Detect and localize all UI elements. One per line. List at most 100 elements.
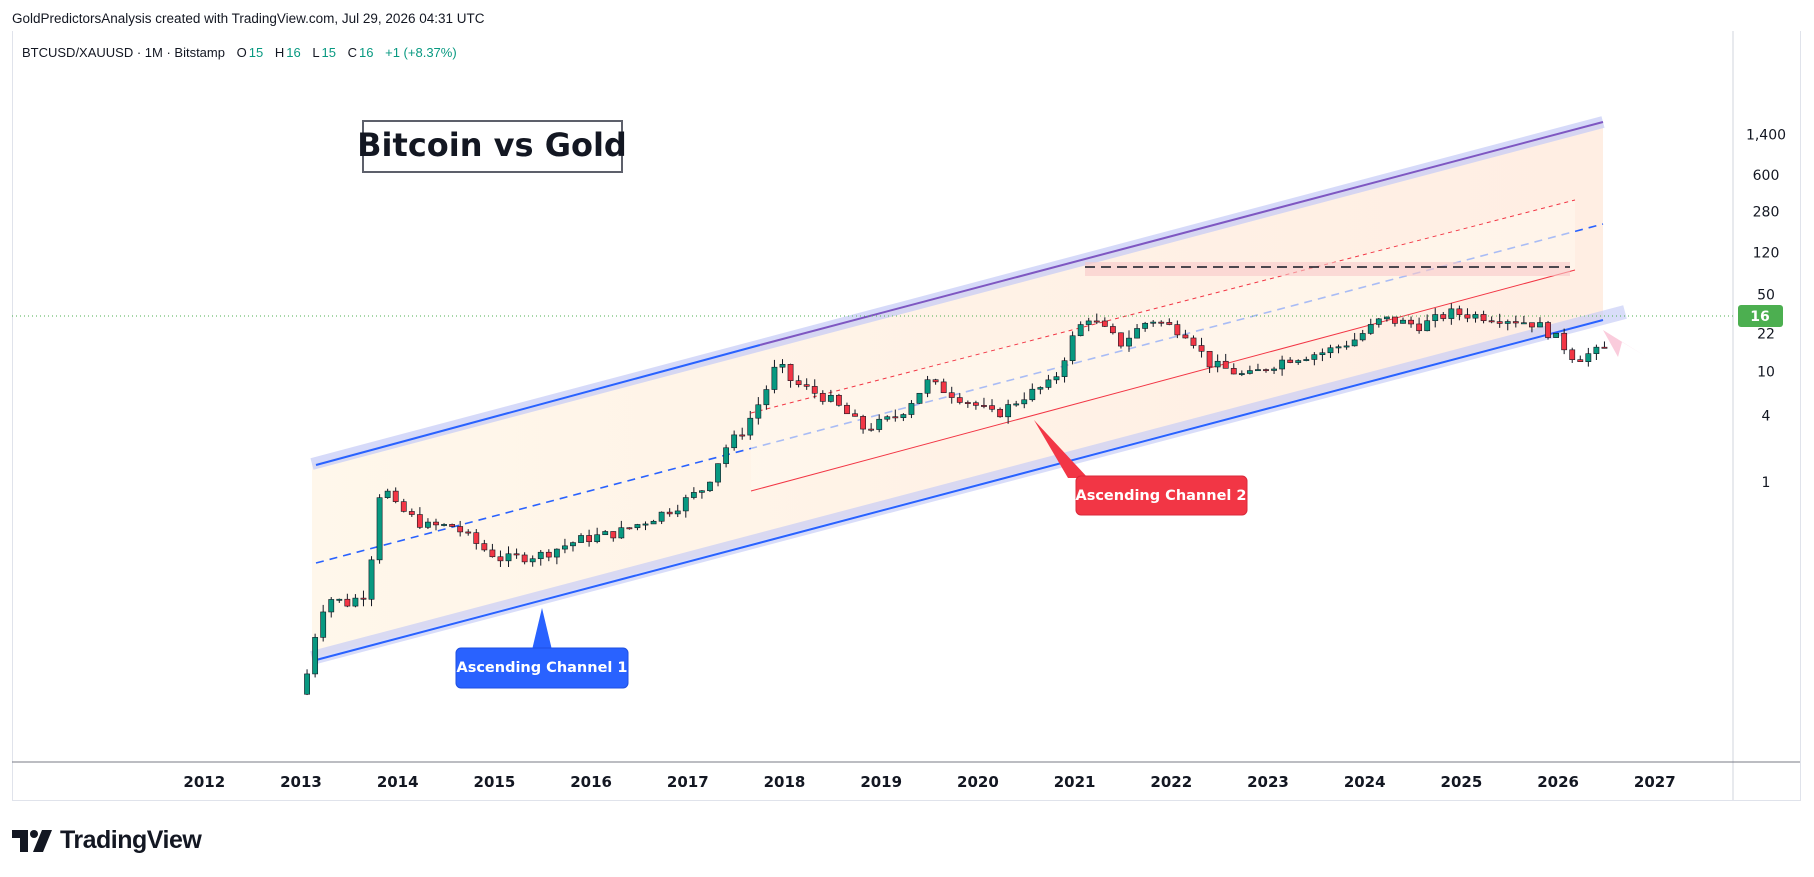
- candle-down: [1488, 320, 1495, 323]
- candle-up: [1359, 333, 1366, 341]
- candle-up: [900, 414, 907, 418]
- candle-down: [408, 511, 415, 515]
- candle-down: [1222, 360, 1229, 369]
- candle-down: [1512, 321, 1519, 324]
- price-tick-label: 10: [1757, 365, 1775, 381]
- time-axis[interactable]: 2012 2013 2014 2015 2016 2017 2018 2019 2020 2021…: [183, 773, 1675, 791]
- candle-up: [1037, 387, 1044, 390]
- candle-down: [989, 405, 995, 410]
- last-price-badge: [1738, 305, 1783, 327]
- candle-up: [1045, 379, 1052, 388]
- candle-down: [513, 553, 520, 556]
- high-label: H: [274, 45, 285, 60]
- candle-down: [344, 598, 351, 607]
- candle-down: [964, 402, 971, 404]
- candle-down: [1287, 359, 1294, 363]
- candle-down: [1206, 350, 1213, 368]
- candle-down: [457, 526, 464, 533]
- candle-up: [650, 520, 657, 525]
- candle-up: [1520, 322, 1527, 325]
- time-tick-label: 2021: [1054, 773, 1096, 791]
- candle-down: [610, 531, 617, 539]
- candle-up: [312, 637, 319, 675]
- channel-1-lower-line: [315, 319, 1604, 661]
- candle-down: [1601, 346, 1608, 349]
- open-value: 15: [248, 45, 264, 60]
- candle-up: [674, 510, 681, 515]
- candle-down: [932, 379, 939, 383]
- candle-up: [658, 511, 665, 522]
- candle-down: [1456, 308, 1463, 315]
- candle-down: [626, 527, 633, 530]
- time-tick-label: 2022: [1150, 773, 1192, 791]
- candle-down: [1230, 368, 1237, 375]
- time-tick-label: 2018: [764, 773, 806, 791]
- candle-up: [747, 417, 754, 436]
- time-tick-label: 2023: [1247, 773, 1289, 791]
- candle-down: [1480, 314, 1487, 322]
- candle-down: [844, 404, 850, 415]
- candle-up: [570, 542, 576, 547]
- candle-up: [1271, 368, 1277, 371]
- candle-up: [1400, 319, 1406, 324]
- candle-up: [1343, 345, 1350, 348]
- candle-down: [1416, 323, 1423, 332]
- header-credit: GoldPredictorsAnalysis created with Trad…: [12, 11, 485, 26]
- candle-down: [1109, 326, 1116, 334]
- candle-up: [1029, 388, 1036, 401]
- candle-up: [441, 524, 447, 526]
- chart-title-box: [362, 120, 623, 173]
- candle-down: [465, 531, 472, 534]
- candle-down: [739, 434, 746, 437]
- time-tick-label: 2025: [1441, 773, 1483, 791]
- candle-down: [819, 392, 826, 402]
- candle-up: [771, 366, 778, 390]
- annotation-channel-1-pointer: [532, 608, 552, 650]
- annotation-channel-1-box: [455, 647, 629, 689]
- price-tick-label: 280: [1753, 205, 1780, 221]
- close-label: C: [347, 45, 358, 60]
- candle-down: [586, 535, 592, 543]
- time-tick-label: 2012: [183, 773, 225, 791]
- candle-up: [1013, 403, 1020, 406]
- symbol-info[interactable]: BTCUSD/XAUUSD · 1M · Bitstamp: [22, 45, 225, 60]
- candle-up: [1472, 314, 1479, 319]
- candle-up: [779, 364, 786, 368]
- candle-down: [1545, 322, 1551, 338]
- candle-up: [1311, 354, 1318, 360]
- candle-up: [328, 599, 335, 613]
- candle-up: [529, 558, 536, 563]
- candle-up: [1279, 359, 1286, 370]
- candle-up: [1238, 373, 1245, 375]
- candle-up: [1448, 308, 1455, 319]
- time-tick-label: 2024: [1344, 773, 1386, 791]
- candle-up: [634, 524, 641, 529]
- candle-up: [1053, 376, 1060, 381]
- candle-up: [1585, 353, 1592, 362]
- candle-down: [545, 551, 552, 558]
- candle-up: [1303, 359, 1310, 361]
- candle-down: [1101, 320, 1108, 327]
- price-axis[interactable]: 1,400 600 280 120 50 22 10 4 1: [1746, 127, 1786, 491]
- candle-up: [425, 521, 431, 528]
- candle-down: [795, 380, 802, 385]
- chart-frame[interactable]: [12, 31, 1801, 801]
- candle-down: [449, 524, 456, 527]
- pink-arrow-marker: [1603, 330, 1645, 357]
- candle-down: [360, 597, 367, 600]
- candle-up: [376, 497, 383, 561]
- candle-up: [1319, 352, 1326, 355]
- candle-up: [594, 534, 601, 543]
- time-tick-label: 2020: [957, 773, 999, 791]
- time-tick-label: 2015: [474, 773, 516, 791]
- candle-down: [1561, 332, 1568, 351]
- candle-down: [948, 392, 955, 398]
- candle-down: [852, 413, 858, 417]
- tradingview-logo[interactable]: TradingView: [12, 826, 202, 855]
- time-tick-label: 2017: [667, 773, 709, 791]
- candle-up: [1335, 346, 1342, 349]
- high-value: 16: [286, 45, 301, 60]
- candle-up: [537, 551, 544, 560]
